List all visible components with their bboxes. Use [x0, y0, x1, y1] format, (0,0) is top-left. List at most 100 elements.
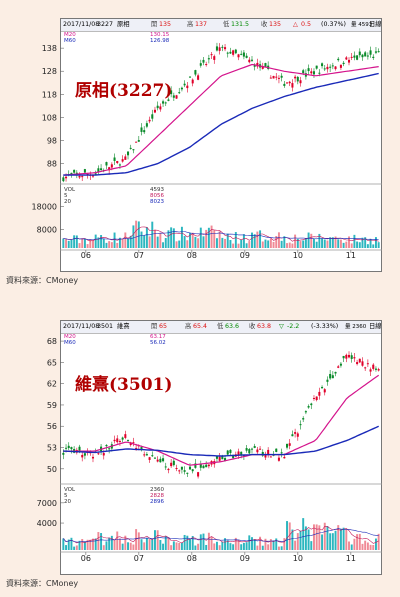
volume-bar	[210, 225, 213, 248]
candle-body	[264, 63, 267, 68]
candle-body	[145, 454, 148, 456]
volume-bar	[361, 237, 364, 248]
candle-body	[148, 457, 151, 460]
candle-body	[194, 463, 197, 468]
ma-legend-name: M60	[64, 340, 76, 346]
volume-bar	[145, 537, 148, 550]
volume-bar	[199, 227, 202, 248]
volume-bar	[242, 234, 245, 248]
volume-bar	[145, 227, 148, 248]
volume-bar	[358, 242, 361, 248]
candle-body	[78, 446, 81, 451]
high-label: 高	[185, 323, 192, 330]
open-value: 135	[159, 21, 172, 28]
volume-bar	[337, 239, 340, 248]
volume-bar	[178, 543, 181, 550]
volume-bar	[323, 239, 326, 248]
candle-body	[372, 56, 375, 58]
x-tick-label: 10	[293, 554, 303, 563]
volume-bar	[256, 231, 259, 248]
volume-bar	[137, 221, 140, 248]
volume-bar	[299, 241, 302, 248]
x-tick-label: 09	[240, 251, 250, 260]
candle-body	[145, 123, 148, 127]
candle-body	[186, 472, 189, 474]
volume-bar	[162, 242, 165, 248]
volume-bar	[78, 540, 81, 550]
candle-body	[183, 83, 186, 86]
volume-bar	[286, 243, 288, 248]
volume-bar	[118, 237, 121, 248]
candle-body	[127, 151, 130, 156]
stock-name: 原相	[117, 21, 130, 28]
y-tick-label: 98	[47, 136, 57, 145]
candle-body	[350, 56, 353, 58]
candle-body	[205, 64, 208, 66]
period-label: 日線	[369, 21, 381, 28]
candle-body	[280, 75, 283, 78]
candle-body	[167, 99, 170, 101]
candle-body	[153, 109, 156, 113]
volume-bar	[237, 243, 240, 248]
candle-body	[264, 454, 267, 458]
volume-ma5-line	[63, 525, 379, 544]
candle-body	[164, 102, 167, 104]
volume-bar	[342, 242, 345, 248]
ma-legend-value: 56.02	[150, 340, 166, 346]
candle-body	[62, 452, 65, 455]
candle-body	[256, 449, 259, 453]
x-tick-label: 06	[81, 554, 91, 563]
volume-bar	[205, 229, 208, 248]
candle-body	[304, 411, 307, 413]
x-tick-label: 10	[293, 251, 303, 260]
candle-body	[108, 167, 111, 171]
volume-bar	[315, 524, 318, 550]
volume-bar	[178, 240, 181, 248]
volume-legend-value: 4593	[150, 187, 164, 193]
volume-bar	[108, 537, 111, 550]
volume-bar	[294, 234, 297, 248]
candle-body	[191, 79, 194, 84]
volume-bar	[65, 545, 68, 550]
volume-bar	[372, 244, 375, 248]
candle-body	[269, 77, 272, 79]
candle-body	[132, 442, 135, 444]
candle-body	[345, 354, 348, 359]
candle-body	[283, 83, 286, 86]
candle-body	[342, 355, 345, 359]
volume-bar	[374, 538, 377, 550]
candle-body	[339, 64, 342, 68]
volume-bar	[232, 544, 235, 550]
candle-body	[124, 156, 127, 160]
high-label: 高	[187, 21, 194, 28]
volume-bar	[377, 242, 380, 248]
volume-bar	[283, 236, 286, 248]
volume-legend-value: 2360	[150, 487, 164, 493]
candle-body	[329, 66, 332, 68]
candle-body	[315, 396, 318, 401]
volume-bar	[180, 226, 183, 248]
candle-body	[105, 444, 108, 447]
candle-body	[97, 453, 100, 455]
volume-bar	[81, 239, 84, 248]
candle-body	[108, 448, 111, 450]
volume-bar	[326, 526, 329, 550]
candle-body	[261, 451, 264, 456]
volume-bar	[267, 544, 270, 550]
candle-body	[337, 366, 340, 368]
volume-bar	[302, 240, 305, 248]
volume-tick-label: 4000	[37, 519, 57, 528]
source-label: 資料來源：CMoney	[6, 579, 79, 588]
open-value: 65	[159, 323, 168, 330]
candle-body	[135, 141, 138, 143]
volume-bar	[345, 241, 348, 248]
volume-bar	[81, 539, 84, 550]
up-arrow-icon: △	[293, 21, 298, 28]
volume-bar	[113, 232, 116, 248]
volume-bar	[248, 535, 251, 550]
candle-body	[62, 177, 65, 182]
volume-bar	[315, 241, 318, 248]
volume-bar	[291, 529, 294, 550]
candle-body	[310, 403, 313, 406]
volume-bar	[89, 239, 92, 248]
